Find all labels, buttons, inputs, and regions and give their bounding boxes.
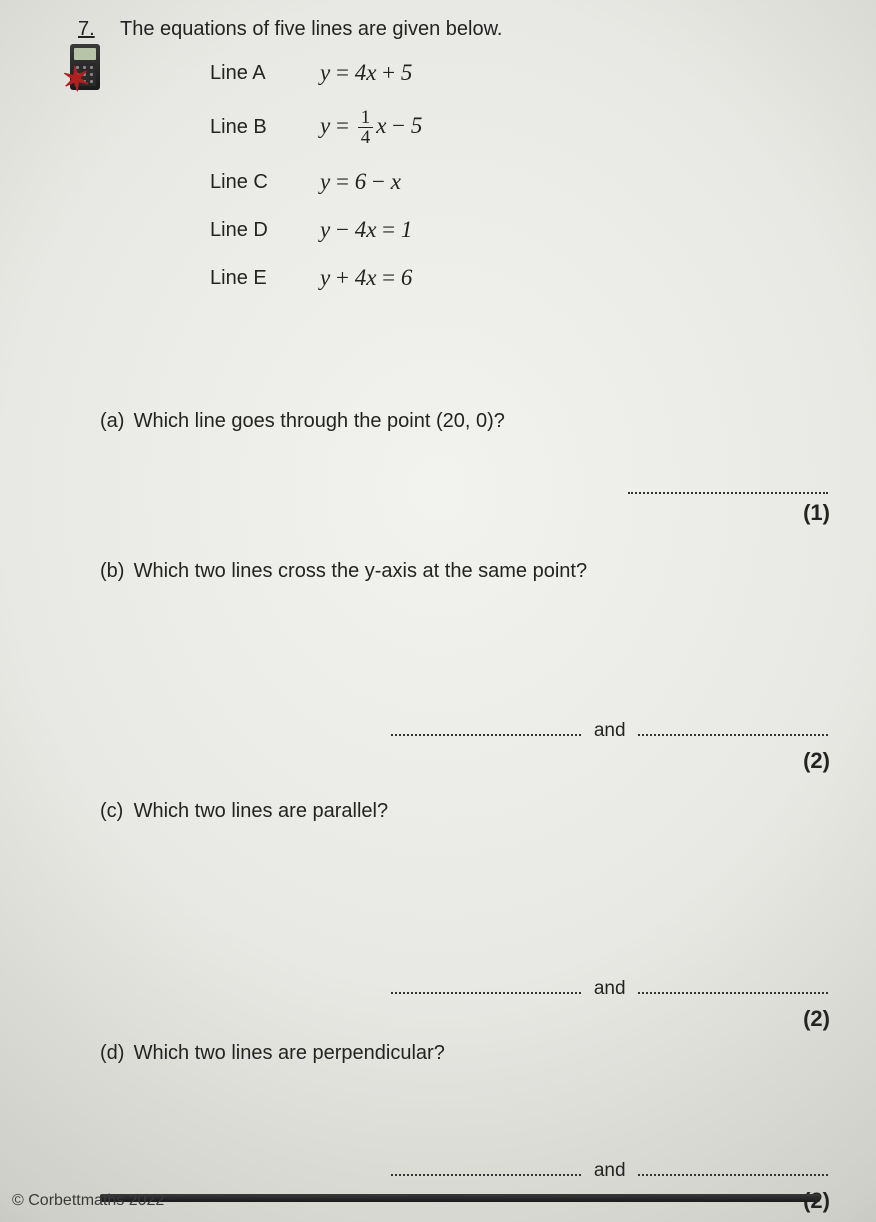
equations-list: Line A y = 4x + 5 Line B y = 14x − 5 Lin… <box>210 60 422 313</box>
no-calculator-cross-icon: ✶ <box>60 59 93 102</box>
part-text: Which two lines are parallel? <box>134 800 389 822</box>
line-label: Line B <box>210 116 320 139</box>
answer-line-a <box>628 478 828 499</box>
answer-line-c: and <box>391 978 828 1000</box>
line-e: Line E y + 4x = 6 <box>210 265 422 291</box>
line-equation: y = 4x + 5 <box>320 60 412 86</box>
joiner: and <box>594 1160 626 1181</box>
line-c: Line C y = 6 − x <box>210 169 422 195</box>
joiner: and <box>594 978 626 999</box>
footer-divider <box>100 1194 820 1202</box>
part-label: (a) <box>100 410 128 433</box>
line-label: Line E <box>210 267 320 290</box>
line-a: Line A y = 4x + 5 <box>210 60 422 86</box>
answer-line-d: and <box>391 1160 828 1182</box>
part-c: (c) Which two lines are parallel? <box>100 800 388 823</box>
line-label: Line C <box>210 171 320 194</box>
part-label: (b) <box>100 560 128 583</box>
part-label: (d) <box>100 1042 128 1065</box>
part-d: (d) Which two lines are perpendicular? <box>100 1042 445 1065</box>
line-b: Line B y = 14x − 5 <box>210 108 422 147</box>
answer-line-b: and <box>391 720 828 742</box>
part-b: (b) Which two lines cross the y-axis at … <box>100 560 587 583</box>
line-equation: y − 4x = 1 <box>320 217 412 243</box>
question-intro: The equations of five lines are given be… <box>120 18 502 41</box>
marks-a: (1) <box>803 500 830 526</box>
line-label: Line A <box>210 62 320 85</box>
part-label: (c) <box>100 800 128 823</box>
line-equation: y + 4x = 6 <box>320 265 412 291</box>
part-text: Which line goes through the point (20, 0… <box>134 410 505 432</box>
line-equation: y = 6 − x <box>320 169 401 195</box>
line-equation: y = 14x − 5 <box>320 108 422 147</box>
part-text: Which two lines cross the y-axis at the … <box>134 560 588 582</box>
marks-c: (2) <box>803 1006 830 1032</box>
line-label: Line D <box>210 219 320 242</box>
part-text: Which two lines are perpendicular? <box>134 1042 445 1064</box>
joiner: and <box>594 720 626 741</box>
copyright: © Corbettmaths 2022 <box>12 1192 164 1210</box>
question-number: 7. <box>78 18 95 41</box>
marks-b: (2) <box>803 748 830 774</box>
part-a: (a) Which line goes through the point (2… <box>100 410 505 433</box>
line-d: Line D y − 4x = 1 <box>210 217 422 243</box>
